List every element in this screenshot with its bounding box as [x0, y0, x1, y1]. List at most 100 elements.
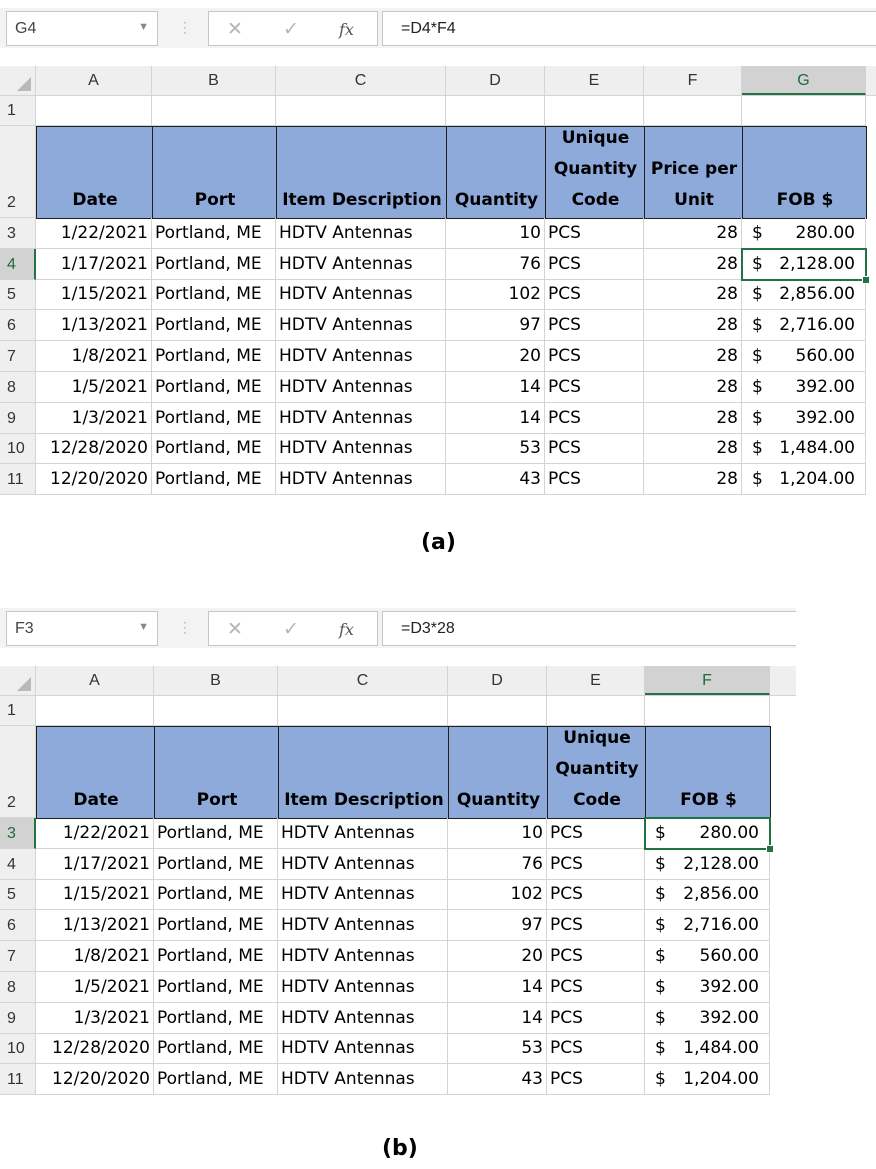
cell-a1[interactable] — [36, 96, 152, 126]
cell-f11[interactable]: 28 — [644, 464, 742, 496]
cell-c8[interactable]: HDTV Antennas — [278, 972, 448, 1003]
cell-f8[interactable]: 28 — [644, 372, 742, 403]
cell-b5[interactable]: Portland, ME — [152, 279, 276, 311]
cell-g5[interactable]: $2,856.00 — [742, 279, 866, 311]
row-header-9[interactable]: 9 — [0, 1002, 36, 1034]
fx-icon[interactable]: fx — [339, 20, 354, 39]
cell-e1[interactable] — [545, 96, 644, 126]
column-title-a[interactable]: Date — [36, 726, 155, 819]
cell-e6[interactable]: PCS — [545, 310, 644, 342]
cell-c3[interactable]: HDTV Antennas — [276, 218, 446, 249]
cell-b4[interactable]: Portland, ME — [152, 248, 276, 280]
cell-f10[interactable]: 28 — [644, 433, 742, 465]
cell-e9[interactable]: PCS — [545, 402, 644, 434]
cell-a11[interactable]: 12/20/2020 — [36, 464, 152, 496]
cell-d3[interactable]: 10 — [446, 218, 545, 249]
row-header-4[interactable]: 4 — [0, 248, 36, 280]
row-header-4[interactable]: 4 — [0, 848, 36, 880]
cell-d6[interactable]: 97 — [446, 310, 545, 342]
cell-d10[interactable]: 53 — [446, 433, 545, 465]
cell-e9[interactable]: PCS — [547, 1002, 645, 1034]
cell-g11[interactable]: $1,204.00 — [742, 464, 866, 496]
cell-f4[interactable]: 28 — [644, 248, 742, 280]
cell-g1[interactable] — [742, 96, 866, 126]
formula-input[interactable]: =D4*F4 — [382, 11, 876, 46]
cell-f5[interactable]: $2,856.00 — [645, 879, 770, 911]
cell-g6[interactable]: $2,716.00 — [742, 310, 866, 342]
cell-e7[interactable]: PCS — [547, 941, 645, 972]
row-header-3[interactable]: 3 — [0, 818, 36, 849]
cell-f6[interactable]: $2,716.00 — [645, 910, 770, 942]
cell-a8[interactable]: 1/5/2021 — [36, 972, 154, 1003]
cell-d7[interactable]: 20 — [448, 941, 547, 972]
column-header-b[interactable]: B — [154, 666, 278, 695]
cell-a4[interactable]: 1/17/2021 — [36, 848, 154, 880]
cell-e11[interactable]: PCS — [547, 1064, 645, 1096]
cell-a10[interactable]: 12/28/2020 — [36, 1033, 154, 1065]
cell-f10[interactable]: $1,484.00 — [645, 1033, 770, 1065]
cell-a10[interactable]: 12/28/2020 — [36, 433, 152, 465]
row-header-8[interactable]: 8 — [0, 972, 36, 1003]
cell-b1[interactable] — [152, 96, 276, 126]
cell-b3[interactable]: Portland, ME — [152, 218, 276, 249]
cell-a3[interactable]: 1/22/2021 — [36, 218, 152, 249]
cell-b10[interactable]: Portland, ME — [152, 433, 276, 465]
formula-input[interactable]: =D3*28 — [382, 611, 796, 646]
cell-b3[interactable]: Portland, ME — [154, 818, 278, 849]
cell-e11[interactable]: PCS — [545, 464, 644, 496]
cell-b7[interactable]: Portland, ME — [152, 341, 276, 372]
row-header-8[interactable]: 8 — [0, 372, 36, 403]
cell-c4[interactable]: HDTV Antennas — [278, 848, 448, 880]
cell-d7[interactable]: 20 — [446, 341, 545, 372]
column-title-g[interactable]: FOB $ — [742, 126, 867, 219]
name-box[interactable]: F3 ▼ — [6, 611, 158, 646]
row-header-10[interactable]: 10 — [0, 1033, 36, 1065]
cell-e8[interactable]: PCS — [547, 972, 645, 1003]
row-header-7[interactable]: 7 — [0, 941, 36, 972]
cell-f9[interactable]: $392.00 — [645, 1002, 770, 1034]
select-all-corner[interactable] — [0, 666, 36, 695]
cell-f11[interactable]: $1,204.00 — [645, 1064, 770, 1096]
cell-f1[interactable] — [644, 96, 742, 126]
cell-a11[interactable]: 12/20/2020 — [36, 1064, 154, 1096]
column-title-f[interactable]: FOB $ — [645, 726, 771, 819]
cell-b9[interactable]: Portland, ME — [154, 1002, 278, 1034]
cell-a1[interactable] — [36, 696, 154, 726]
column-header-d[interactable]: D — [446, 66, 545, 95]
row-header-2[interactable]: 2 — [0, 126, 36, 218]
cell-a4[interactable]: 1/17/2021 — [36, 248, 152, 280]
cell-f5[interactable]: 28 — [644, 279, 742, 311]
cell-a9[interactable]: 1/3/2021 — [36, 1002, 154, 1034]
cell-d8[interactable]: 14 — [448, 972, 547, 1003]
cell-f7[interactable]: 28 — [644, 341, 742, 372]
cell-c10[interactable]: HDTV Antennas — [278, 1033, 448, 1065]
cell-e5[interactable]: PCS — [545, 279, 644, 311]
cell-g8[interactable]: $392.00 — [742, 372, 866, 403]
cell-c11[interactable]: HDTV Antennas — [276, 464, 446, 496]
cell-f3[interactable]: 28 — [644, 218, 742, 249]
column-header-a[interactable]: A — [36, 66, 152, 95]
cell-c5[interactable]: HDTV Antennas — [278, 879, 448, 911]
column-header-f[interactable]: F — [645, 666, 770, 695]
more-options-icon[interactable]: ⋮ — [178, 19, 192, 35]
row-header-7[interactable]: 7 — [0, 341, 36, 372]
row-header-9[interactable]: 9 — [0, 402, 36, 434]
column-title-d[interactable]: Quantity — [446, 126, 546, 219]
cell-c3[interactable]: HDTV Antennas — [278, 818, 448, 849]
cell-e6[interactable]: PCS — [547, 910, 645, 942]
cell-d10[interactable]: 53 — [448, 1033, 547, 1065]
column-header-c[interactable]: C — [276, 66, 446, 95]
cell-g10[interactable]: $1,484.00 — [742, 433, 866, 465]
check-icon[interactable]: ✓ — [283, 619, 299, 640]
cell-e10[interactable]: PCS — [545, 433, 644, 465]
cell-e3[interactable]: PCS — [545, 218, 644, 249]
cell-a9[interactable]: 1/3/2021 — [36, 402, 152, 434]
cell-c1[interactable] — [276, 96, 446, 126]
cell-e3[interactable]: PCS — [547, 818, 645, 849]
cell-c10[interactable]: HDTV Antennas — [276, 433, 446, 465]
row-header-5[interactable]: 5 — [0, 279, 36, 311]
cell-d1[interactable] — [448, 696, 547, 726]
cell-e1[interactable] — [547, 696, 645, 726]
cell-d11[interactable]: 43 — [448, 1064, 547, 1096]
cell-g3[interactable]: $280.00 — [742, 218, 866, 249]
